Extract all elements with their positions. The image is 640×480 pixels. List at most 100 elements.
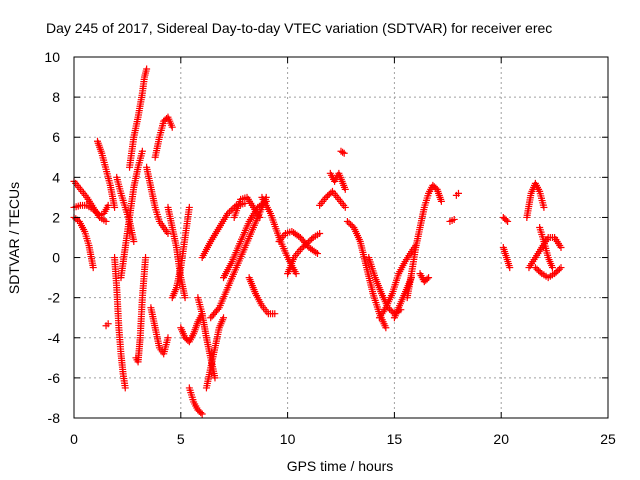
data-point bbox=[533, 265, 541, 273]
series-t22 bbox=[220, 197, 270, 282]
x-tick-label: 15 bbox=[387, 431, 403, 447]
series-t9 bbox=[126, 65, 151, 171]
y-tick-label: 8 bbox=[52, 89, 60, 105]
data-point bbox=[557, 244, 565, 252]
data-point bbox=[506, 264, 514, 272]
data-point bbox=[322, 193, 330, 201]
series-t23 bbox=[230, 193, 264, 221]
series-t8 bbox=[117, 147, 146, 282]
data-point bbox=[130, 238, 138, 246]
data-point bbox=[437, 197, 445, 205]
data-point bbox=[211, 374, 219, 382]
data-point bbox=[121, 384, 129, 392]
series-t35 bbox=[403, 181, 445, 302]
data-point bbox=[348, 222, 356, 230]
series-t37 bbox=[446, 215, 458, 225]
data-point bbox=[554, 267, 562, 275]
series-t10 bbox=[132, 254, 150, 366]
series-t17 bbox=[185, 384, 206, 418]
y-tick-label: 2 bbox=[52, 209, 60, 225]
data-point bbox=[504, 217, 512, 225]
series-t40 bbox=[499, 244, 514, 272]
data-point bbox=[138, 147, 146, 155]
data-point bbox=[339, 148, 347, 156]
data-point bbox=[89, 205, 97, 213]
data-point bbox=[316, 229, 324, 237]
data-point bbox=[450, 215, 458, 223]
data-marks bbox=[70, 65, 565, 418]
chart-title: Day 245 of 2017, Sidereal Day-to-day VTE… bbox=[46, 20, 552, 36]
data-point bbox=[164, 334, 172, 342]
y-tick-label: 4 bbox=[52, 169, 60, 185]
data-point bbox=[324, 192, 332, 200]
series-t41 bbox=[523, 179, 548, 221]
x-tick-label: 25 bbox=[600, 431, 616, 447]
series-t44 bbox=[536, 223, 556, 272]
series-t13 bbox=[147, 304, 172, 358]
data-point bbox=[142, 254, 150, 262]
data-point bbox=[303, 240, 311, 248]
data-point bbox=[181, 294, 189, 302]
series-t16 bbox=[177, 310, 206, 346]
x-tick-label: 20 bbox=[493, 431, 509, 447]
data-point bbox=[343, 217, 351, 225]
series-t31 bbox=[343, 217, 390, 332]
data-point bbox=[423, 275, 431, 283]
data-point bbox=[425, 274, 433, 282]
series-t6 bbox=[111, 254, 129, 392]
series-t38 bbox=[452, 189, 462, 199]
x-tick-label: 10 bbox=[280, 431, 296, 447]
y-tick-label: -6 bbox=[48, 370, 61, 386]
data-point bbox=[535, 267, 543, 275]
series-t18 bbox=[194, 294, 219, 382]
data-point bbox=[557, 264, 565, 272]
data-point bbox=[548, 264, 556, 272]
data-point bbox=[89, 264, 97, 272]
data-point bbox=[340, 149, 348, 157]
series-t19 bbox=[202, 314, 228, 392]
data-point bbox=[312, 248, 320, 256]
data-point bbox=[226, 208, 234, 216]
data-point bbox=[104, 201, 112, 209]
data-point bbox=[306, 237, 314, 245]
data-point bbox=[292, 270, 300, 278]
series-t30 bbox=[337, 147, 348, 157]
data-point bbox=[214, 305, 222, 313]
y-axis-label: SDTVAR / TECUs bbox=[6, 182, 22, 294]
data-point bbox=[304, 238, 312, 246]
x-axis-ticks: 0 5 10 15 20 25 bbox=[70, 57, 616, 447]
y-tick-label: 0 bbox=[52, 250, 60, 266]
data-point bbox=[314, 250, 322, 258]
data-point bbox=[301, 241, 309, 249]
x-tick-label: 0 bbox=[70, 431, 78, 447]
data-point bbox=[220, 314, 228, 322]
series-t11 bbox=[143, 163, 172, 237]
plot-frame bbox=[73, 56, 609, 419]
data-point bbox=[341, 203, 349, 211]
data-point bbox=[104, 320, 112, 328]
data-point bbox=[347, 220, 355, 228]
data-point bbox=[91, 207, 99, 215]
data-point bbox=[143, 65, 151, 73]
x-axis-label: GPS time / hours bbox=[287, 458, 394, 474]
data-point bbox=[536, 268, 544, 276]
data-point bbox=[111, 203, 119, 211]
series-t43 bbox=[531, 264, 565, 282]
data-point bbox=[197, 409, 205, 417]
data-point bbox=[92, 208, 100, 216]
y-tick-label: -4 bbox=[48, 330, 61, 346]
series-t29 bbox=[326, 169, 349, 193]
series-t27 bbox=[284, 229, 324, 278]
y-tick-label: -8 bbox=[48, 410, 61, 426]
data-point bbox=[502, 216, 510, 224]
series-t36 bbox=[416, 270, 433, 286]
data-point bbox=[308, 235, 316, 243]
data-point bbox=[185, 203, 193, 211]
data-point bbox=[341, 185, 349, 193]
y-tick-label: 6 bbox=[52, 129, 60, 145]
data-point bbox=[300, 243, 308, 251]
series-t33 bbox=[375, 242, 420, 322]
x-tick-label: 5 bbox=[177, 431, 185, 447]
data-point bbox=[540, 203, 548, 211]
